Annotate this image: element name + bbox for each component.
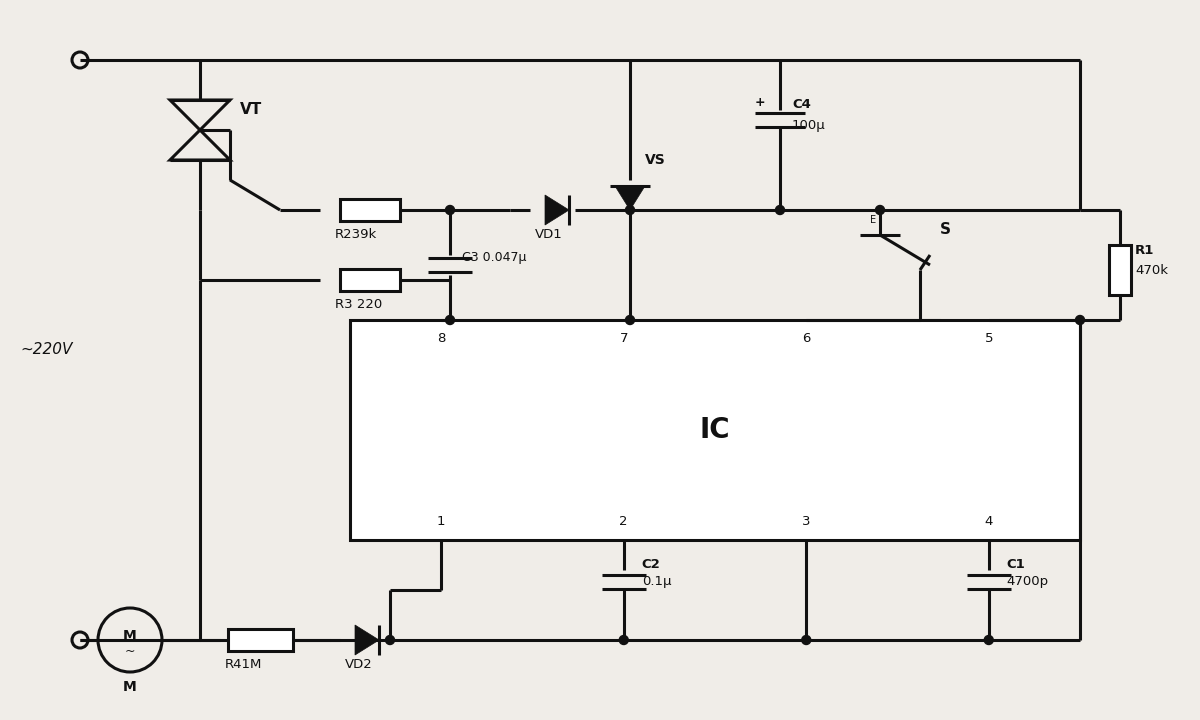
Text: 4: 4	[984, 515, 992, 528]
Bar	[340, 199, 400, 221]
Circle shape	[619, 636, 629, 644]
Text: C3 0.047μ: C3 0.047μ	[462, 251, 527, 264]
Text: C1: C1	[1007, 559, 1026, 572]
Text: 8: 8	[437, 332, 445, 345]
Polygon shape	[545, 195, 569, 225]
Bar	[350, 320, 1080, 540]
Bar	[1109, 245, 1132, 295]
Text: 1: 1	[437, 515, 445, 528]
Text: M: M	[124, 629, 137, 643]
Bar	[340, 269, 400, 291]
Circle shape	[625, 315, 635, 325]
Circle shape	[876, 205, 884, 215]
Text: ~: ~	[125, 644, 136, 657]
Text: +: +	[755, 96, 766, 109]
Circle shape	[984, 636, 994, 644]
Circle shape	[1075, 315, 1085, 325]
Text: R3 220: R3 220	[335, 298, 383, 311]
Text: R1: R1	[1135, 243, 1154, 256]
Text: R41M: R41M	[226, 658, 263, 671]
Circle shape	[775, 205, 785, 215]
Text: 470k: 470k	[1135, 264, 1168, 276]
Text: M: M	[124, 680, 137, 694]
Text: 3: 3	[802, 515, 810, 528]
Text: E: E	[870, 215, 876, 225]
Text: C4: C4	[792, 99, 811, 112]
Circle shape	[445, 205, 455, 215]
Text: 100μ: 100μ	[792, 119, 826, 132]
Circle shape	[625, 205, 635, 215]
Text: 6: 6	[802, 332, 810, 345]
Text: ~220V: ~220V	[20, 343, 72, 358]
Text: VT: VT	[240, 102, 263, 117]
Text: C2: C2	[642, 559, 660, 572]
Circle shape	[445, 315, 455, 325]
Text: 2: 2	[619, 515, 628, 528]
Text: VS: VS	[646, 153, 666, 167]
Text: 7: 7	[619, 332, 628, 345]
Text: 4700p: 4700p	[1007, 575, 1049, 588]
Bar	[228, 629, 293, 651]
Polygon shape	[355, 625, 379, 655]
Text: 5: 5	[984, 332, 994, 345]
Polygon shape	[616, 186, 646, 210]
Text: 0.1μ: 0.1μ	[642, 575, 671, 588]
Text: 杭州将睢科技有限公司: 杭州将睢科技有限公司	[596, 381, 703, 399]
Text: VD2: VD2	[346, 658, 373, 671]
Text: IC: IC	[700, 416, 731, 444]
Text: R239k: R239k	[335, 228, 377, 241]
Circle shape	[802, 636, 811, 644]
Text: S: S	[940, 222, 952, 238]
Text: VD1: VD1	[535, 228, 563, 241]
Circle shape	[385, 636, 395, 644]
